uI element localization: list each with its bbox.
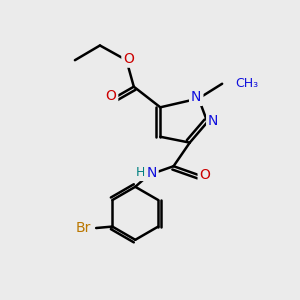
Text: Br: Br [76, 221, 92, 235]
Text: H: H [136, 166, 145, 179]
Text: CH₃: CH₃ [236, 77, 259, 90]
Text: O: O [105, 89, 116, 103]
Text: N: N [208, 114, 218, 128]
Text: O: O [123, 52, 134, 66]
Text: N: N [191, 90, 201, 104]
Text: N: N [146, 166, 157, 180]
Text: O: O [200, 168, 211, 182]
